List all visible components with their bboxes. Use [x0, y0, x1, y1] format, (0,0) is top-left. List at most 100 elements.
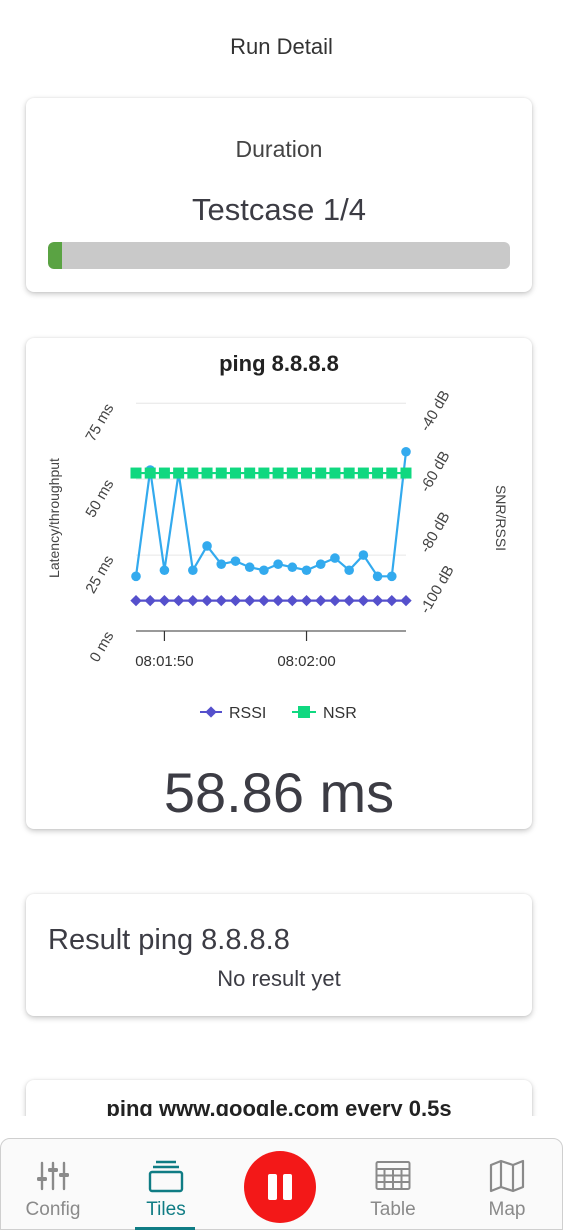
- y-tick-label: 0 ms: [86, 629, 117, 666]
- duration-card: Duration Testcase 1/4: [26, 98, 532, 292]
- nsr-point: [272, 467, 284, 479]
- ping-chart: ping 8.8.8.8 0 ms 25 ms 50 ms 75 ms -100 dB -8…: [46, 351, 509, 722]
- latency-point: [315, 559, 326, 569]
- map-icon: [489, 1159, 525, 1193]
- y-tick-label: 25 ms: [82, 553, 117, 597]
- duration-label: Duration: [235, 136, 323, 162]
- page-title: Run Detail: [230, 34, 333, 59]
- rssi-point: [244, 594, 256, 607]
- y2-tick-label: -40 dB: [417, 388, 454, 435]
- rssi-point: [187, 594, 199, 607]
- nav-map-label: Map: [488, 1199, 526, 1220]
- nsr-point: [343, 467, 355, 479]
- nsr-point: [187, 467, 199, 479]
- latency-point: [386, 571, 397, 582]
- y2-tick-label: -100 dB: [417, 563, 458, 617]
- y-tick-label: 50 ms: [82, 477, 117, 521]
- nsr-point: [372, 467, 384, 479]
- latency-point: [287, 562, 298, 573]
- y2-tick-label: -60 dB: [417, 448, 454, 495]
- latency-point: [202, 541, 212, 551]
- legend-rssi-label: RSSI: [229, 705, 266, 722]
- nav-table-label: Table: [370, 1199, 416, 1220]
- rssi-point: [286, 594, 298, 607]
- testcase-label: Testcase 1/4: [191, 192, 367, 227]
- legend-nsr-marker: [298, 706, 310, 718]
- nsr-point: [173, 467, 185, 479]
- y2-tick-label: -80 dB: [417, 509, 454, 556]
- latency-point: [330, 553, 340, 563]
- rssi-point: [215, 594, 227, 607]
- ping-latency-value: 58.86 ms: [163, 761, 395, 824]
- rssi-point: [386, 594, 398, 607]
- legend-nsr-label: NSR: [323, 705, 357, 722]
- latency-point: [216, 559, 227, 569]
- nav-config[interactable]: Config: [3, 1139, 103, 1230]
- rssi-point: [130, 594, 142, 607]
- result-card[interactable]: Result ping 8.8.8.8 No result yet: [26, 894, 532, 1016]
- rssi-point: [371, 594, 384, 607]
- result-title: Result ping 8.8.8.8: [48, 924, 290, 956]
- nsr-point: [386, 467, 398, 479]
- x-tick-label: 08:01:50: [135, 653, 193, 670]
- result-status: No result yet: [217, 966, 341, 991]
- bottom-navigation: Config Tiles: [0, 1138, 563, 1230]
- nsr-point: [158, 467, 170, 479]
- nsr-point: [329, 467, 341, 479]
- duration-progress-fill: [48, 242, 62, 269]
- nsr-point: [244, 467, 256, 479]
- nsr-point: [400, 467, 412, 479]
- rssi-point: [172, 594, 185, 607]
- rssi-point: [329, 594, 341, 607]
- rssi-point: [272, 594, 284, 607]
- table-grid-icon: [375, 1161, 411, 1190]
- rssi-point: [229, 594, 242, 607]
- rssi-point: [357, 594, 370, 607]
- latency-point: [301, 565, 312, 576]
- pause-icon-bar-left: [268, 1174, 277, 1200]
- rssi-point: [343, 594, 355, 607]
- nsr-point: [286, 467, 298, 479]
- latency-point: [244, 562, 255, 573]
- nav-tiles[interactable]: Tiles: [116, 1139, 216, 1230]
- legend-rssi-marker: [205, 706, 217, 718]
- nav-config-label: Config: [25, 1199, 81, 1220]
- ping-chart-card[interactable]: ping 8.8.8.8 0 ms 25 ms 50 ms 75 ms -100 dB -8…: [26, 338, 532, 829]
- pause-button[interactable]: [244, 1151, 316, 1223]
- nsr-point: [201, 467, 213, 479]
- rssi-point: [158, 594, 171, 607]
- latency-point: [131, 571, 141, 582]
- sliders-icon: [37, 1161, 69, 1191]
- nav-tiles-label: Tiles: [146, 1199, 186, 1220]
- active-tab-indicator: [135, 1227, 195, 1230]
- latency-point: [344, 565, 354, 576]
- y-tick-label: 75 ms: [82, 401, 117, 445]
- nsr-point: [130, 467, 142, 479]
- latency-point: [401, 446, 411, 457]
- pause-icon-bar-right: [283, 1174, 292, 1200]
- latency-point: [159, 565, 170, 576]
- rssi-point: [144, 594, 156, 607]
- tiles-stack-icon: [148, 1160, 184, 1193]
- rssi-point: [201, 594, 213, 607]
- latency-point: [372, 571, 383, 582]
- latency-point: [230, 556, 241, 566]
- x-tick-label: 08:02:00: [277, 653, 335, 670]
- nav-map[interactable]: Map: [457, 1139, 557, 1230]
- nsr-point: [315, 467, 327, 479]
- nav-table[interactable]: Table: [343, 1139, 443, 1230]
- y2-axis-title: SNR/RSSI: [493, 485, 509, 551]
- latency-point: [273, 559, 283, 569]
- latency-point: [358, 550, 369, 560]
- scroll-clip: [0, 1116, 563, 1138]
- rssi-point: [315, 594, 327, 607]
- rssi-point: [400, 594, 412, 607]
- duration-progress-bar: [48, 242, 510, 269]
- rssi-point: [300, 594, 313, 607]
- nsr-point: [258, 467, 270, 479]
- latency-point: [188, 565, 198, 576]
- nsr-point: [229, 467, 241, 479]
- latency-point: [259, 565, 269, 576]
- y-axis-title: Latency/throughput: [46, 458, 62, 578]
